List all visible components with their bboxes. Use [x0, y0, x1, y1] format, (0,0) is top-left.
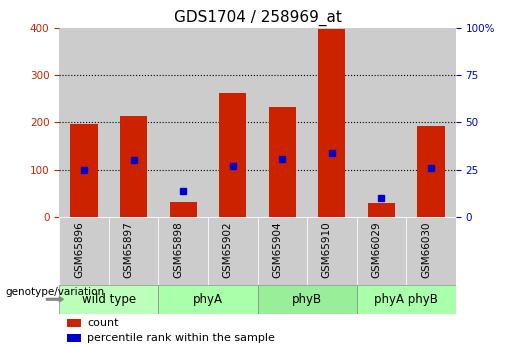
Bar — [318, 29, 346, 217]
Bar — [109, 217, 159, 285]
Text: wild type: wild type — [82, 293, 136, 306]
Bar — [356, 285, 456, 314]
Bar — [258, 217, 307, 285]
Text: phyA: phyA — [193, 293, 223, 306]
Bar — [208, 28, 258, 217]
Bar — [120, 116, 147, 217]
Bar — [307, 28, 356, 217]
Text: GSM65896: GSM65896 — [74, 221, 84, 278]
Title: GDS1704 / 258969_at: GDS1704 / 258969_at — [174, 10, 341, 26]
Text: GSM65898: GSM65898 — [173, 221, 183, 278]
Text: GSM65897: GSM65897 — [124, 221, 133, 278]
Text: GSM65904: GSM65904 — [272, 221, 282, 278]
Text: genotype/variation: genotype/variation — [5, 287, 104, 297]
Bar — [71, 124, 98, 217]
Bar — [159, 217, 208, 285]
Text: phyA phyB: phyA phyB — [374, 293, 438, 306]
Bar — [208, 217, 258, 285]
Bar — [269, 107, 296, 217]
Bar — [109, 28, 158, 217]
Bar — [417, 126, 444, 217]
Text: GSM66030: GSM66030 — [421, 221, 431, 278]
Bar — [158, 285, 258, 314]
Text: GSM65910: GSM65910 — [322, 221, 332, 278]
Bar — [406, 217, 456, 285]
Bar — [67, 319, 81, 327]
Bar — [356, 28, 406, 217]
Text: phyB: phyB — [292, 293, 322, 306]
Bar — [258, 285, 356, 314]
Bar — [67, 334, 81, 342]
Bar — [59, 285, 158, 314]
Bar — [356, 217, 406, 285]
Bar — [59, 217, 109, 285]
Text: GSM65902: GSM65902 — [222, 221, 233, 278]
Text: percentile rank within the sample: percentile rank within the sample — [87, 333, 275, 343]
Bar — [368, 203, 395, 217]
Bar — [59, 28, 109, 217]
Bar — [307, 217, 356, 285]
Bar — [169, 202, 197, 217]
Bar — [219, 93, 246, 217]
Bar — [258, 28, 307, 217]
Bar — [158, 28, 208, 217]
Text: GSM66029: GSM66029 — [371, 221, 382, 278]
Bar — [406, 28, 456, 217]
Text: count: count — [87, 318, 118, 328]
